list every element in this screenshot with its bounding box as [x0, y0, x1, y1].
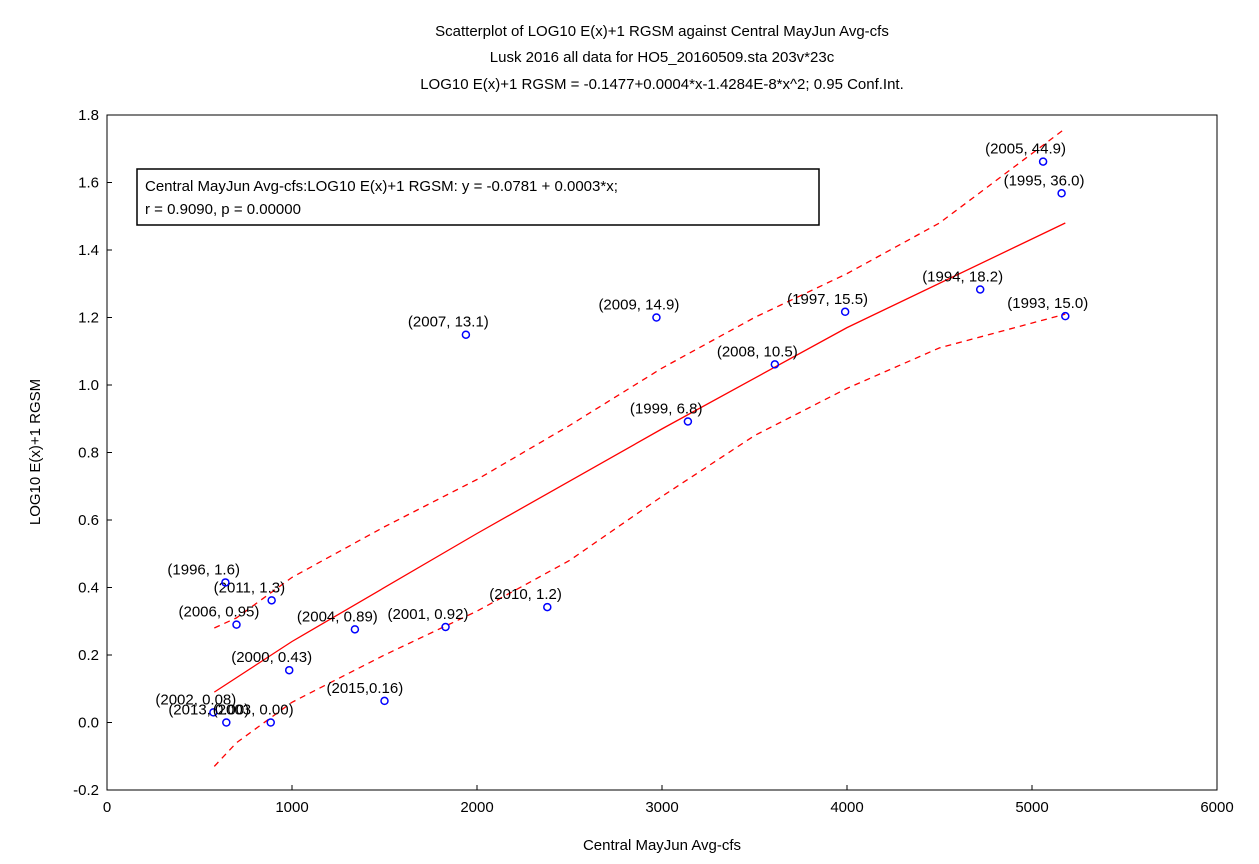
- point-label: (1999, 6.8): [630, 400, 703, 417]
- point: [461, 330, 471, 339]
- point: [267, 596, 276, 605]
- point: [380, 696, 389, 706]
- point-label: (2001, 0.92): [388, 606, 469, 623]
- y-tick-label: 1.8: [78, 107, 99, 124]
- y-tick-label: 1.2: [78, 310, 99, 327]
- point: [222, 718, 231, 727]
- point-label: (2008, 10.5): [717, 343, 798, 360]
- x-tick-label: 3000: [645, 799, 678, 816]
- point: [350, 625, 360, 634]
- y-tick-label: -0.2: [73, 782, 99, 799]
- point: [652, 313, 661, 322]
- point-label: (2005, 44.9): [985, 141, 1066, 158]
- annotation: Central MayJun Avg-cfs:LOG10 E(x)+1 RGSM…: [145, 178, 618, 195]
- annotation: r = 0.9090, p = 0.00000: [145, 201, 301, 218]
- point: [975, 285, 985, 294]
- point: [1038, 157, 1048, 166]
- point-label: (2013, 0.00): [168, 702, 249, 719]
- point-label: (1993, 15.0): [1007, 295, 1088, 312]
- annotation-box: [136, 168, 820, 226]
- point-label: (1997, 15.5): [787, 291, 868, 308]
- confidence-band: [214, 127, 1066, 629]
- point-label: (2007, 13.1): [408, 314, 489, 331]
- y-tick-label: 1.6: [78, 175, 99, 192]
- chart-equation: LOG10 E(x)+1 RGSM = -0.1477+0.0004*x-1.4…: [420, 76, 904, 93]
- point-label: (1994, 18.2): [922, 268, 1003, 285]
- fit-line: [213, 222, 1066, 693]
- point: [266, 718, 275, 727]
- point-label: (1996, 1.6): [167, 561, 240, 578]
- point-label: (2003, 0.00): [213, 702, 294, 719]
- point-label: (1995, 36.0): [1004, 172, 1085, 189]
- point: [1061, 311, 1070, 321]
- point: [683, 417, 693, 426]
- x-axis-label: Central MayJun Avg-cfs: [583, 837, 741, 854]
- y-tick-label: 1.4: [78, 242, 99, 259]
- chart-title: Scatterplot of LOG10 E(x)+1 RGSM against…: [435, 23, 889, 40]
- point: [543, 602, 552, 612]
- point-label: (2010, 1.2): [489, 586, 562, 603]
- x-tick-label: 4000: [830, 799, 863, 816]
- x-tick-label: 6000: [1200, 799, 1233, 816]
- y-tick-label: 0.0: [78, 715, 99, 732]
- x-tick-label: 1000: [275, 799, 308, 816]
- x-tick-label: 0: [103, 799, 111, 816]
- point: [770, 360, 780, 369]
- y-tick-label: 0.8: [78, 445, 99, 462]
- point-label: (2002, 0.08): [155, 691, 236, 708]
- point-label: (2004, 0.89): [297, 608, 378, 625]
- point: [284, 665, 294, 675]
- point: [232, 620, 241, 629]
- point: [1057, 189, 1066, 198]
- point: [441, 622, 450, 632]
- point: [221, 578, 230, 587]
- x-tick-label: 5000: [1015, 799, 1048, 816]
- y-tick-label: 0.6: [78, 512, 99, 529]
- point: [209, 708, 218, 717]
- x-tick-label: 2000: [460, 799, 493, 816]
- confidence-band: [213, 313, 1066, 767]
- y-tick-label: 0.4: [78, 580, 99, 597]
- point: [840, 307, 850, 317]
- y-axis-label: LOG10 E(x)+1 RGSM: [27, 379, 44, 525]
- y-tick-label: 1.0: [78, 377, 99, 394]
- point-label: (2000, 0.43): [231, 649, 312, 666]
- point-label: (2009, 14.9): [598, 297, 679, 314]
- point-label: (2006, 0.95): [179, 604, 260, 621]
- point-label: (2015,0.16): [327, 680, 404, 697]
- point-label: (2011, 1.3): [214, 579, 285, 596]
- chart-subtitle: Lusk 2016 all data for HO5_20160509.sta …: [490, 49, 835, 66]
- y-tick-label: 0.2: [78, 647, 99, 664]
